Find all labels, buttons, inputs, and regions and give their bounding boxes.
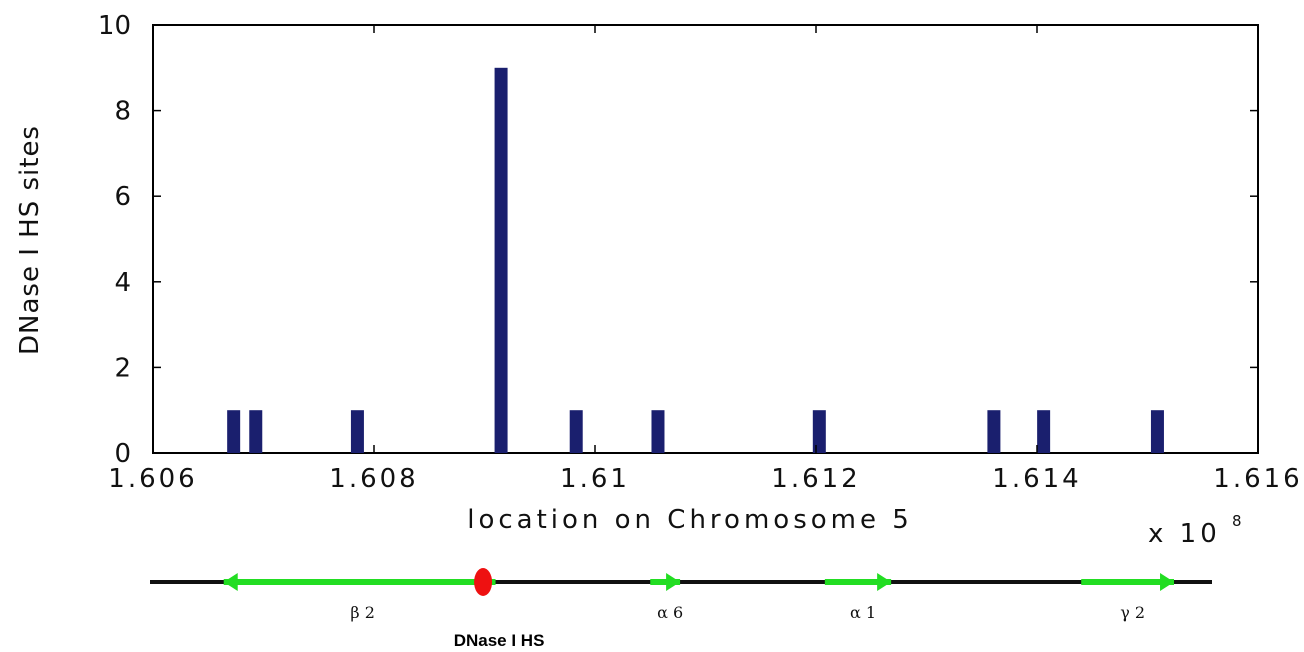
y-axis-label: DNase I HS sites [15,125,45,355]
y-ticks-group: 0 2 4 6 8 10 [98,11,1258,469]
gene-label: α 1 [850,603,876,622]
bar-2 [350,410,364,453]
bar-9 [1150,410,1164,453]
y-tick-label: 0 [114,439,131,469]
bar-3 [494,67,508,454]
x-tick-label: 1.614 [992,464,1081,494]
y-tick-label: 6 [114,182,131,212]
gene-label: α 6 [657,603,683,622]
x-axis-label: location on Chromosome 5 [467,505,913,535]
x-ticks-group: 1.606 1.608 1.61 1.612 1.614 1.616 [108,25,1302,494]
y-tick-label: 8 [114,97,131,127]
gene-arrowhead [1160,573,1175,591]
gene-arrowhead [223,573,238,591]
x-tick-label: 1.616 [1213,464,1302,494]
y-tick-label: 4 [114,268,131,298]
gene-arrowhead [666,573,681,591]
bar-0 [227,410,241,453]
gene-label: β 2 [350,603,375,622]
bar-6 [812,410,826,453]
x-tick-label: 1.61 [560,464,630,494]
gene-map: β 2 α 6 α 1 γ 2 DNase I HS [150,568,1212,650]
x-tick-label: 1.612 [771,464,860,494]
dnase-hs-marker [474,568,493,596]
bar-1 [249,410,263,453]
plot-frame [152,24,1259,454]
y-tick-label: 10 [98,11,131,41]
bar-4 [569,410,583,453]
x-tick-label: 1.608 [329,464,418,494]
bars-group [227,67,1164,454]
gene-arrowhead [877,573,892,591]
bar-8 [1037,410,1051,453]
y-tick-label: 2 [114,353,131,383]
x-tick-label: 1.606 [108,464,197,494]
gene-label: γ 2 [1120,603,1145,622]
x-axis-exponent: 8 [1232,512,1242,530]
x-axis-multiplier: x 10 [1148,519,1221,549]
bar-7 [987,410,1001,453]
bar-5 [651,410,665,453]
dnase-hs-label: DNase I HS [454,631,545,650]
